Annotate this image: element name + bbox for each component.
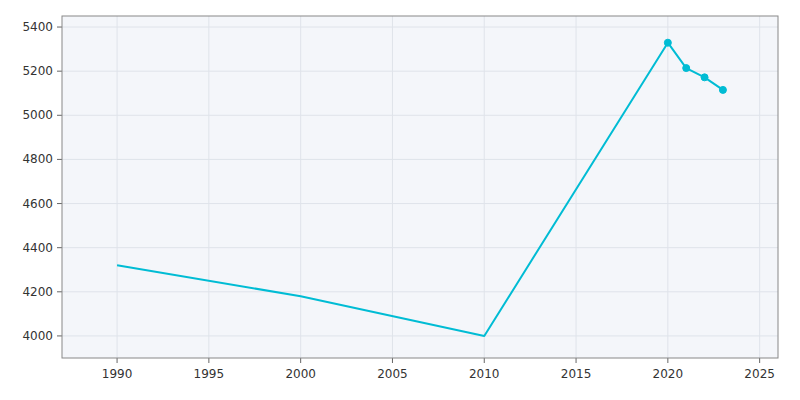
y-tick [57,203,62,204]
plot-frame [62,16,778,358]
x-tick-label: 1995 [194,367,225,381]
y-grid-line [62,335,778,336]
x-grid-line [208,16,209,358]
x-tick-label: 2020 [653,367,684,381]
x-tick [484,358,485,363]
y-tick [57,335,62,336]
x-tick [208,358,209,363]
x-tick [300,358,301,363]
axes: 1990 1995 2000 2005 2010 2015 2020 2025 4000 4200… [22,20,774,381]
point [701,74,708,81]
x-tick-label: 1990 [102,367,133,381]
y-tick-label: 5200 [22,64,53,78]
point [719,86,726,93]
y-tick [57,247,62,248]
x-tick-label: 2015 [561,367,592,381]
y-grid-line [62,247,778,248]
x-tick-label: 2005 [377,367,408,381]
x-tick [759,358,760,363]
y-grid-line [62,159,778,160]
y-grid-line [62,203,778,204]
y-tick [57,71,62,72]
x-grid-line [117,16,118,358]
y-tick [57,115,62,116]
x-tick [576,358,577,363]
x-grid-line [300,16,301,358]
x-tick-label: 2025 [744,367,775,381]
x-grid-line [484,16,485,358]
line [117,43,723,336]
y-grid-line [62,115,778,116]
x-tick [117,358,118,363]
x-grid-line [392,16,393,358]
x-grid-line [759,16,760,358]
x-tick [392,358,393,363]
y-tick-label: 5400 [22,20,53,34]
x-tick [667,358,668,363]
chart: 1990 1995 2000 2005 2010 2015 2020 2025 4000 4200… [0,0,800,400]
data-layer [117,39,726,336]
y-grid-line [62,27,778,28]
y-tick-label: 4800 [22,152,53,166]
y-grid-line [62,71,778,72]
y-tick-label: 5000 [22,108,53,122]
y-tick [57,27,62,28]
y-grid-line [62,291,778,292]
y-tick-label: 4400 [22,241,53,255]
y-tick [57,159,62,160]
y-tick-label: 4000 [22,329,53,343]
point [683,65,690,72]
plot-area [62,16,778,358]
y-tick-label: 4200 [22,285,53,299]
point [664,39,671,46]
x-tick-label: 2010 [469,367,500,381]
y-tick [57,291,62,292]
grid [62,16,778,358]
x-grid-line [667,16,668,358]
y-tick-label: 4600 [22,197,53,211]
x-tick-label: 2000 [285,367,316,381]
